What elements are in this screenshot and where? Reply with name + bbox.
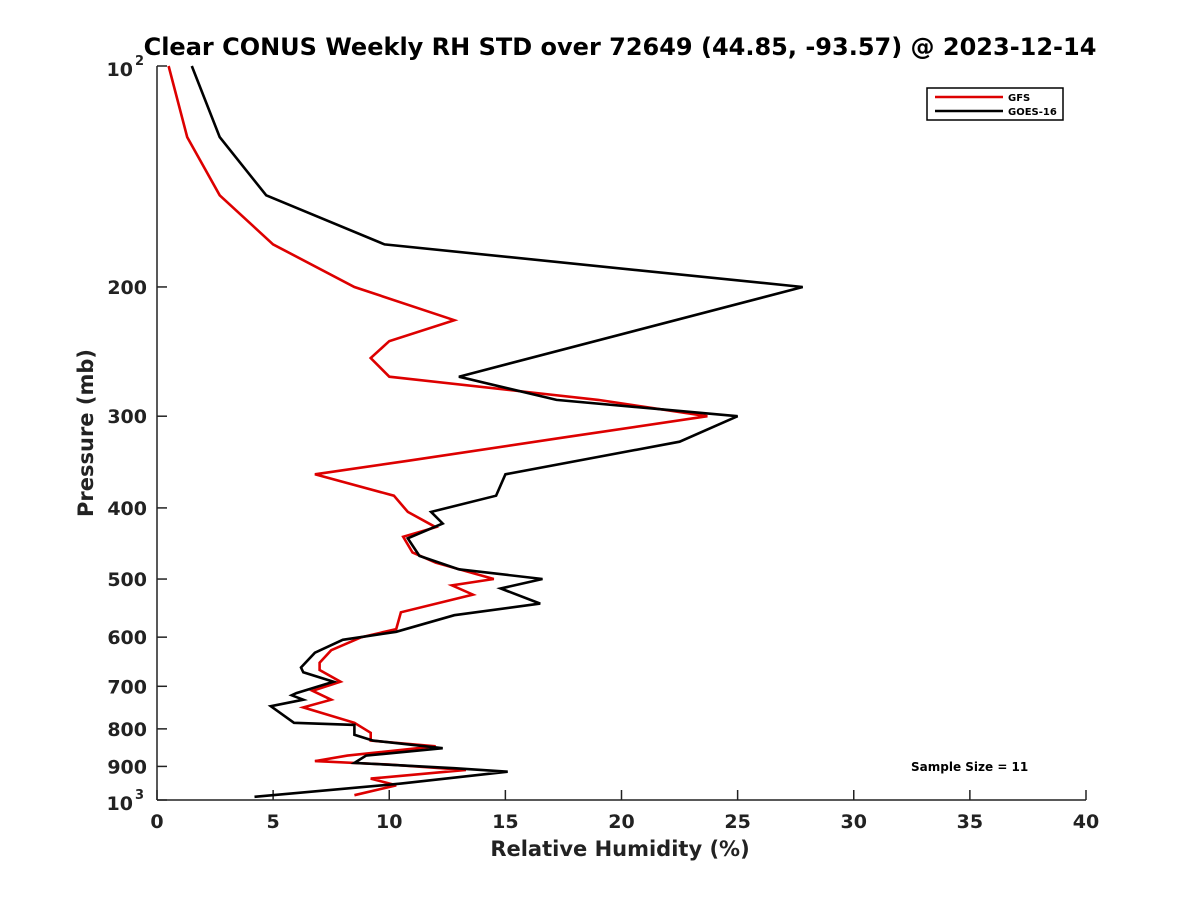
x-tick-label: 35 bbox=[957, 811, 983, 833]
y-tick-label-exponent: 2 bbox=[135, 54, 144, 69]
y-tick-label-exponent: 3 bbox=[135, 788, 144, 803]
y-tick-label: 900 bbox=[107, 756, 147, 778]
x-axis-label: Relative Humidity (%) bbox=[490, 837, 749, 861]
series-layer bbox=[167, 65, 804, 799]
y-tick-label: 400 bbox=[107, 498, 147, 520]
y-axis-label: Pressure (mb) bbox=[74, 349, 98, 517]
legend-box bbox=[926, 87, 1064, 121]
x-tick-label: 40 bbox=[1073, 811, 1099, 833]
x-tick-label: 25 bbox=[724, 811, 750, 833]
sample-size-annotation: Sample Size = 11 bbox=[911, 760, 1028, 774]
y-tick-label: 700 bbox=[107, 676, 147, 698]
y-tick-label: 300 bbox=[107, 406, 147, 428]
x-tick-label: 15 bbox=[492, 811, 518, 833]
legend: GFS GOES-16 bbox=[926, 87, 1064, 121]
x-tick-label: 0 bbox=[150, 811, 163, 833]
chart-title: Clear CONUS Weekly RH STD over 72649 (44… bbox=[144, 33, 1097, 61]
y-tick-label-base: 10 bbox=[107, 59, 133, 81]
y-tick-label: 500 bbox=[107, 569, 147, 591]
x-tick-label: 10 bbox=[376, 811, 402, 833]
x-tick-label: 20 bbox=[608, 811, 634, 833]
axes: 0 5 10 15 20 25 30 35 40 200 300 400 500 600 700 800 900… bbox=[107, 54, 1100, 833]
legend-label-gfs: GFS bbox=[1008, 93, 1030, 104]
x-tick-label: 30 bbox=[841, 811, 867, 833]
legend-label-goes16: GOES-16 bbox=[1008, 107, 1057, 118]
y-tick-label: 800 bbox=[107, 719, 147, 741]
y-tick-label: 600 bbox=[107, 627, 147, 649]
y-tick-label-base: 10 bbox=[107, 793, 133, 815]
series-line-goes16 bbox=[190, 65, 804, 799]
y-tick-label: 200 bbox=[107, 277, 147, 299]
x-tick-label: 5 bbox=[267, 811, 280, 833]
